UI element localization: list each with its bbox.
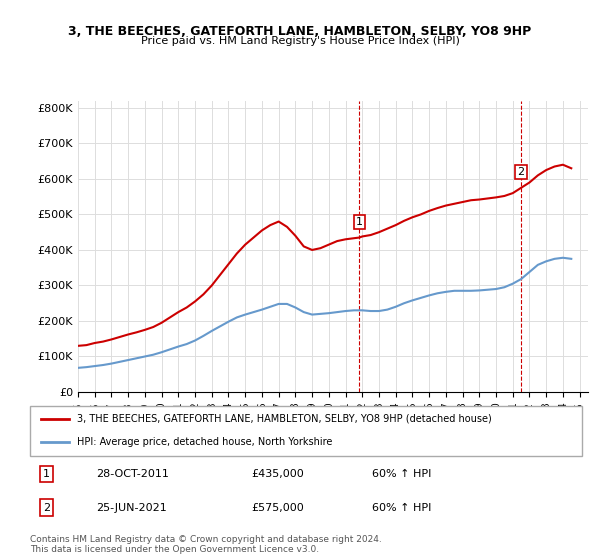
Text: 60% ↑ HPI: 60% ↑ HPI xyxy=(372,469,431,479)
Text: 1: 1 xyxy=(43,469,50,479)
Text: Price paid vs. HM Land Registry's House Price Index (HPI): Price paid vs. HM Land Registry's House … xyxy=(140,36,460,46)
Text: HPI: Average price, detached house, North Yorkshire: HPI: Average price, detached house, Nort… xyxy=(77,437,332,447)
Text: 1: 1 xyxy=(356,217,363,227)
Text: 2: 2 xyxy=(43,502,50,512)
Text: 25-JUN-2021: 25-JUN-2021 xyxy=(96,502,167,512)
Text: 3, THE BEECHES, GATEFORTH LANE, HAMBLETON, SELBY, YO8 9HP: 3, THE BEECHES, GATEFORTH LANE, HAMBLETO… xyxy=(68,25,532,38)
Text: Contains HM Land Registry data © Crown copyright and database right 2024.
This d: Contains HM Land Registry data © Crown c… xyxy=(30,535,382,554)
Text: £575,000: £575,000 xyxy=(251,502,304,512)
Text: £435,000: £435,000 xyxy=(251,469,304,479)
Text: 60% ↑ HPI: 60% ↑ HPI xyxy=(372,502,431,512)
Text: 2: 2 xyxy=(518,167,524,177)
Text: 3, THE BEECHES, GATEFORTH LANE, HAMBLETON, SELBY, YO8 9HP (detached house): 3, THE BEECHES, GATEFORTH LANE, HAMBLETO… xyxy=(77,414,491,423)
FancyBboxPatch shape xyxy=(30,406,582,456)
Text: 28-OCT-2011: 28-OCT-2011 xyxy=(96,469,169,479)
